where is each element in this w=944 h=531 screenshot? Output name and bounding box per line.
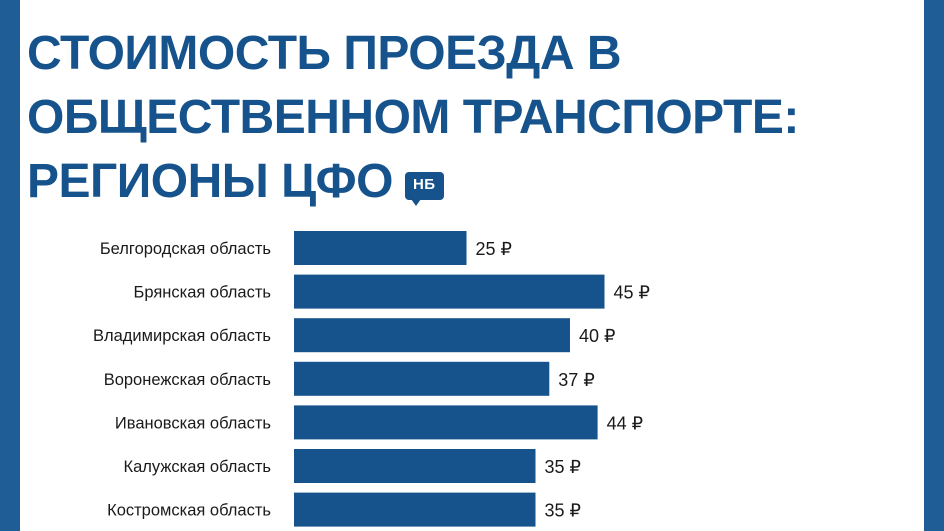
bar: [294, 492, 536, 527]
category-label: Брянская область: [134, 284, 272, 302]
title-line-2: ОБЩЕСТВЕННОМ ТРАНСПОРТЕ:: [27, 91, 799, 144]
bar: [294, 405, 598, 440]
title-line-3: РЕГИОНЫ ЦФО НБ: [27, 150, 799, 214]
value-label: 25 ₽: [476, 239, 512, 259]
category-label: Владимирская область: [93, 327, 271, 345]
value-label: 37 ₽: [558, 370, 594, 390]
value-label: 45 ₽: [614, 283, 650, 303]
value-label: 35 ₽: [545, 457, 581, 477]
bar: [294, 231, 467, 265]
category-label: Костромская область: [107, 502, 271, 520]
bar: [294, 274, 605, 309]
value-label: 35 ₽: [545, 501, 581, 521]
bar: [294, 318, 570, 353]
bar: [294, 449, 536, 483]
title-line-3-text: РЕГИОНЫ ЦФО: [27, 155, 393, 208]
category-label: Ивановская область: [115, 414, 271, 432]
chart-title: СТОИМОСТЬ ПРОЕЗДА В ОБЩЕСТВЕННОМ ТРАНСПО…: [27, 22, 799, 214]
bar: [294, 361, 550, 396]
value-label: 44 ₽: [607, 413, 643, 433]
value-label: 40 ₽: [579, 326, 615, 346]
title-line-1: СТОИМОСТЬ ПРОЕЗДА В: [27, 27, 622, 80]
category-label: Белгородская область: [100, 240, 271, 258]
infographic-card: [20, 0, 924, 531]
nb-badge-logo: НБ: [404, 172, 444, 206]
category-label: Калужская область: [123, 458, 271, 476]
category-label: Воронежская область: [104, 371, 271, 389]
